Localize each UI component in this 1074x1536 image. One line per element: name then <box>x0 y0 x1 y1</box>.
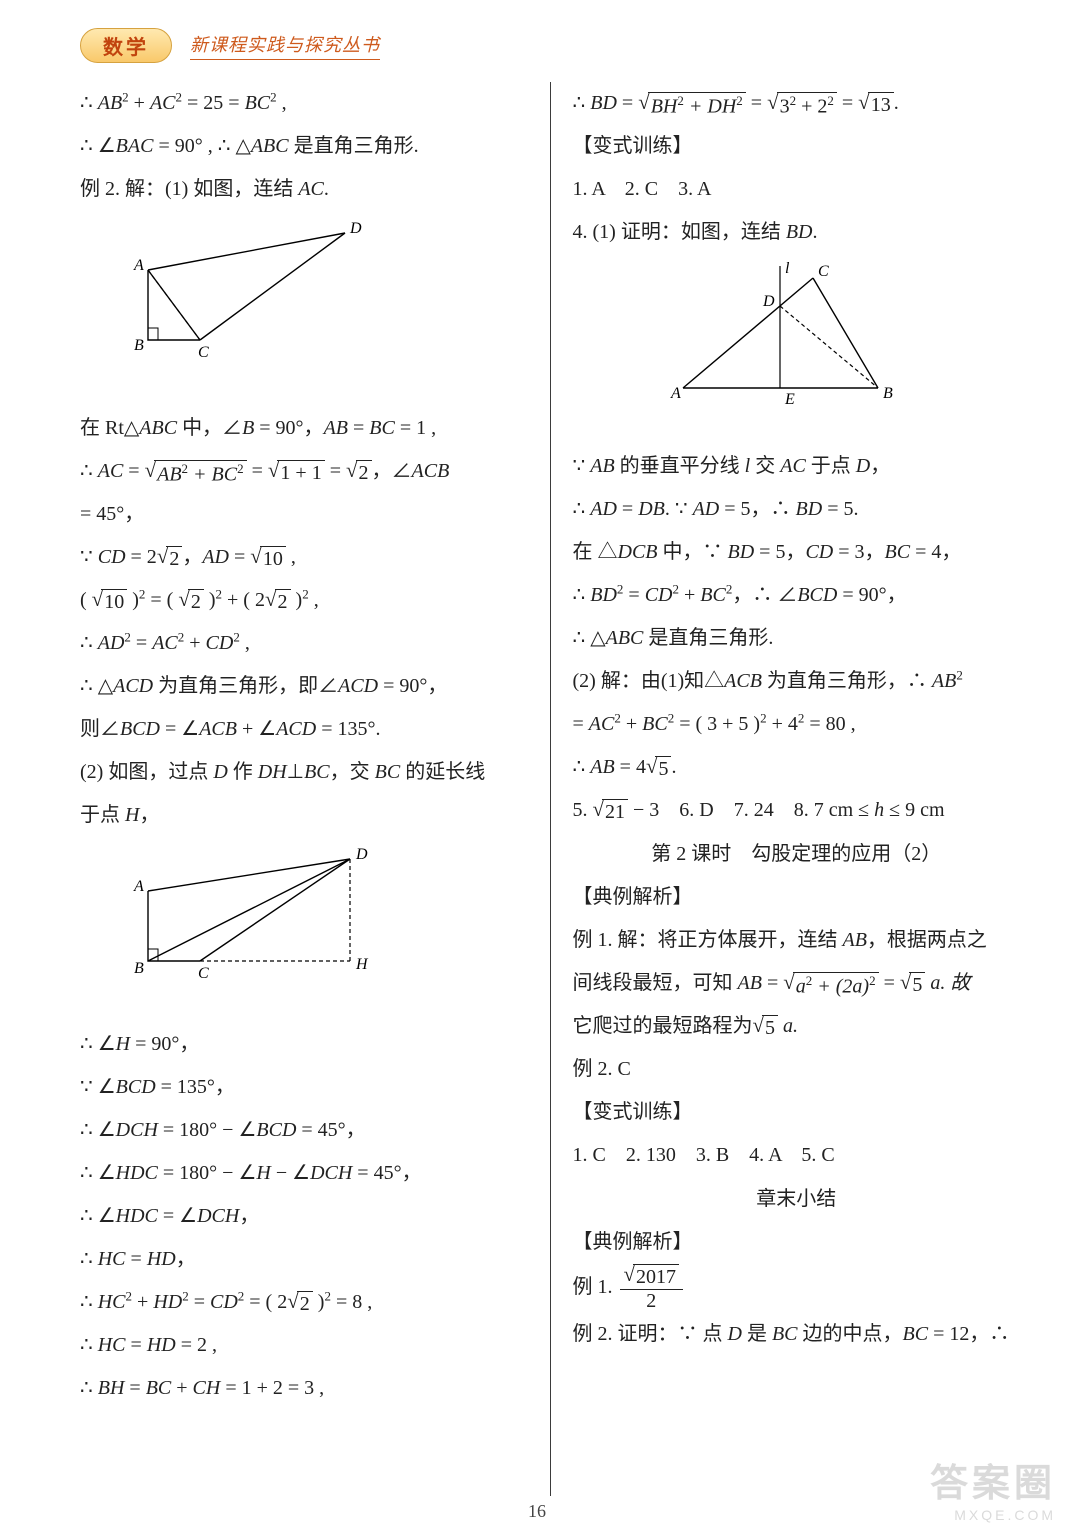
text-line: 则∠BCD = ∠ACB + ∠ACD = 135°. <box>80 708 528 751</box>
watermark-text: 答案圈 <box>930 1462 1056 1508</box>
text-line: ∴ AD2 = AC2 + CD2 , <box>80 622 528 665</box>
text-line: = AC2 + BC2 = ( 3 + 5 )2 + 42 = 80 , <box>573 703 1021 746</box>
svg-text:B: B <box>134 337 144 354</box>
series-title: 新课程实践与探究丛书 <box>190 31 380 60</box>
text-line: ( √10 )2 = ( √2 )2 + ( 2√2 )2 , <box>80 579 528 622</box>
text-line: ∴ AC = √AB2 + BC2 = √1 + 1 = √2，∠ACB <box>80 450 528 493</box>
text-line: ∴ BD2 = CD2 + BC2，∴ ∠BCD = 90°， <box>573 574 1021 617</box>
svg-text:D: D <box>762 293 775 310</box>
text-line: ∵ ∠BCD = 135°， <box>80 1066 528 1109</box>
text-line: ∴ ∠HDC = 180° − ∠H − ∠DCH = 45°， <box>80 1152 528 1195</box>
right-column: ∴ BD = √BH2 + DH2 = √32 + 22 = √13. 【变式训… <box>551 82 1021 1496</box>
text-line: ∴ ∠H = 90°， <box>80 1023 528 1066</box>
left-column: ∴ AB2 + AC2 = 25 = BC2 , ∴ ∠BAC = 90° , … <box>80 82 550 1496</box>
text-line: ∴ HC = HD， <box>80 1238 528 1281</box>
section-heading: 第 2 课时 勾股定理的应用（2） <box>573 832 1021 876</box>
content-area: ∴ AB2 + AC2 = 25 = BC2 , ∴ ∠BAC = 90° , … <box>80 82 1020 1496</box>
section-heading: 章末小结 <box>573 1177 1021 1221</box>
text-line: 【变式训练】 <box>573 125 1021 168</box>
svg-text:H: H <box>355 956 369 973</box>
svg-text:B: B <box>134 960 144 977</box>
svg-text:A: A <box>670 385 681 402</box>
svg-text:C: C <box>198 344 209 361</box>
text-line: ∵ CD = 2√2，AD = √10 , <box>80 536 528 579</box>
text-line: (2) 如图，过点 D 作 DH⊥BC，交 BC 的延长线 <box>80 751 528 794</box>
svg-text:C: C <box>198 965 209 982</box>
watermark: 答案圈 MXQE.COM <box>930 1462 1056 1524</box>
text-line: 5. √21 − 3 6. D 7. 24 8. 7 cm ≤ h ≤ 9 cm <box>573 789 1021 832</box>
text-line: ∴ ∠BAC = 90° , ∴ △ABC 是直角三角形. <box>80 125 528 168</box>
figure-triangle-1: A B C D <box>120 215 528 401</box>
text-line: ∴ △ABC 是直角三角形. <box>573 617 1021 660</box>
figure-triangle-2: A B C D H <box>120 841 528 1017</box>
text-line: ∴ AB2 + AC2 = 25 = BC2 , <box>80 82 528 125</box>
text-line: 4. (1) 证明：如图，连结 BD. <box>573 211 1021 254</box>
figure-triangle-3: A B C D E l <box>663 258 1021 439</box>
svg-text:l: l <box>785 260 790 277</box>
text-line: = 45°， <box>80 493 528 536</box>
subject-badge: 数学 <box>80 28 172 63</box>
text-line: 【变式训练】 <box>573 1091 1021 1134</box>
text-line: 【典例解析】 <box>573 1221 1021 1264</box>
page-number: 16 <box>0 1501 1074 1522</box>
text-line: 间线段最短，可知 AB = √a2 + (2a)2 = √5 a. 故 <box>573 962 1021 1005</box>
svg-text:D: D <box>349 220 362 237</box>
text-line: 在 △DCB 中，∵ BD = 5，CD = 3，BC = 4， <box>573 531 1021 574</box>
text-line: 例 2. 证明：∵ 点 D 是 BC 边的中点，BC = 12，∴ <box>573 1313 1021 1356</box>
svg-text:E: E <box>784 391 795 408</box>
text-line: ∴ HC = HD = 2 , <box>80 1324 528 1367</box>
text-line: 例 1. √20172 <box>573 1264 1021 1313</box>
text-line: ∴ BD = √BH2 + DH2 = √32 + 22 = √13. <box>573 82 1021 125</box>
text-line: 例 1. 解：将正方体展开，连结 AB，根据两点之 <box>573 919 1021 962</box>
text-line: 1. C 2. 130 3. B 4. A 5. C <box>573 1134 1021 1177</box>
svg-text:C: C <box>818 263 829 280</box>
text-line: (2) 解：由(1)知△ACB 为直角三角形，∴ AB2 <box>573 660 1021 703</box>
text-line: ∴ BH = BC + CH = 1 + 2 = 3 , <box>80 1367 528 1410</box>
svg-text:A: A <box>133 878 144 895</box>
watermark-url: MXQE.COM <box>930 1507 1056 1524</box>
text-line: 于点 H， <box>80 794 528 837</box>
text-line: 它爬过的最短路程为√5 a. <box>573 1005 1021 1048</box>
text-line: ∴ AD = DB. ∵ AD = 5，∴ BD = 5. <box>573 488 1021 531</box>
text-line: ∴ AB = 4√5. <box>573 746 1021 789</box>
text-line: ∴ ∠HDC = ∠DCH， <box>80 1195 528 1238</box>
text-line: 1. A 2. C 3. A <box>573 168 1021 211</box>
svg-text:A: A <box>133 257 144 274</box>
text-line: 例 2. 解：(1) 如图，连结 AC. <box>80 168 528 211</box>
text-line: 例 2. C <box>573 1048 1021 1091</box>
page-header: 数学 新课程实践与探究丛书 <box>80 28 380 63</box>
text-line: ∵ AB 的垂直平分线 l 交 AC 于点 D， <box>573 445 1021 488</box>
svg-text:D: D <box>355 846 368 863</box>
text-line: 在 Rt△ABC 中，∠B = 90°，AB = BC = 1 , <box>80 407 528 450</box>
svg-text:B: B <box>883 385 893 402</box>
text-line: ∴ △ACD 为直角三角形，即∠ACD = 90°， <box>80 665 528 708</box>
text-line: ∴ HC2 + HD2 = CD2 = ( 2√2 )2 = 8 , <box>80 1281 528 1324</box>
text-line: ∴ ∠DCH = 180° − ∠BCD = 45°， <box>80 1109 528 1152</box>
text-line: 【典例解析】 <box>573 876 1021 919</box>
